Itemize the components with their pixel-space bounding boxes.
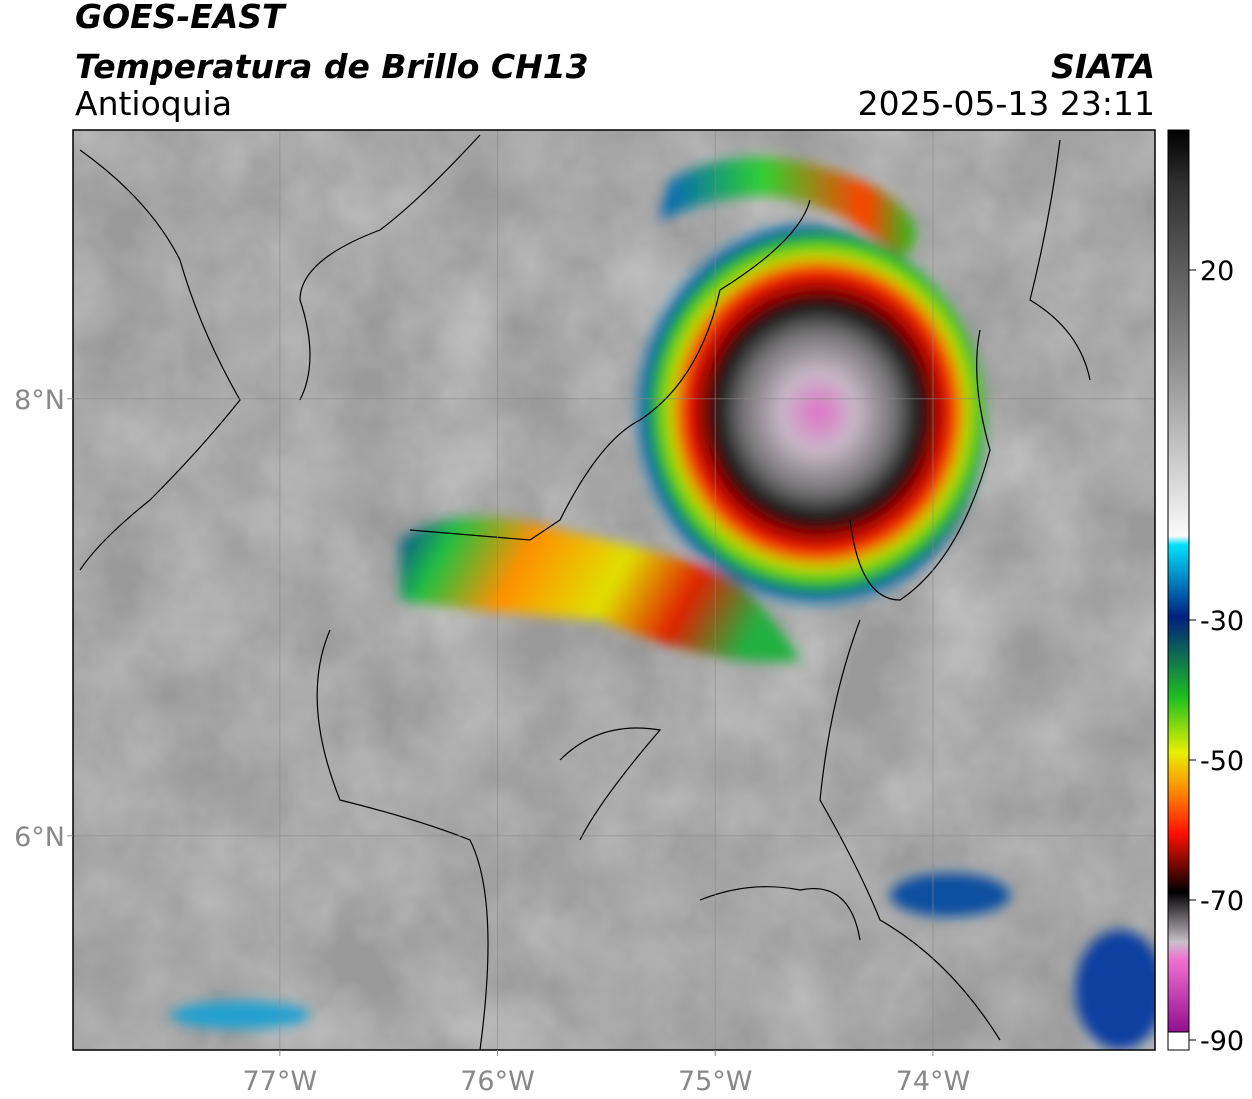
colorbar — [1168, 130, 1189, 1032]
colorbar-tick-label: -90 — [1200, 1026, 1244, 1057]
title: GOES-EAST — [75, 0, 287, 36]
satellite-image — [73, 130, 1155, 1050]
source: SIATA — [1051, 47, 1155, 86]
datetime: 2025-05-13 23:11 — [858, 84, 1155, 123]
subtitle: Temperatura de Brillo CH13 — [75, 47, 589, 86]
x-tick-label: 77°W — [243, 1066, 318, 1097]
region: Antioquia — [75, 84, 232, 123]
grid — [73, 130, 1155, 1050]
colorbar-frame — [1167, 129, 1190, 1051]
colorbar-tick-label: -50 — [1200, 746, 1244, 777]
y-tick-label: 8°N — [14, 385, 65, 416]
colorbar-tick-label: -70 — [1200, 886, 1244, 917]
plot-frame — [72, 129, 1156, 1051]
x-tick-label: 76°W — [460, 1066, 535, 1097]
x-tick-label: 75°W — [678, 1066, 753, 1097]
y-tick-label: 6°N — [14, 822, 65, 853]
colorbar-tick-label: -30 — [1200, 606, 1244, 637]
colorbar-tick-label: 20 — [1200, 256, 1234, 287]
colorbar-under — [1167, 1031, 1190, 1051]
x-tick-label: 74°W — [896, 1066, 971, 1097]
